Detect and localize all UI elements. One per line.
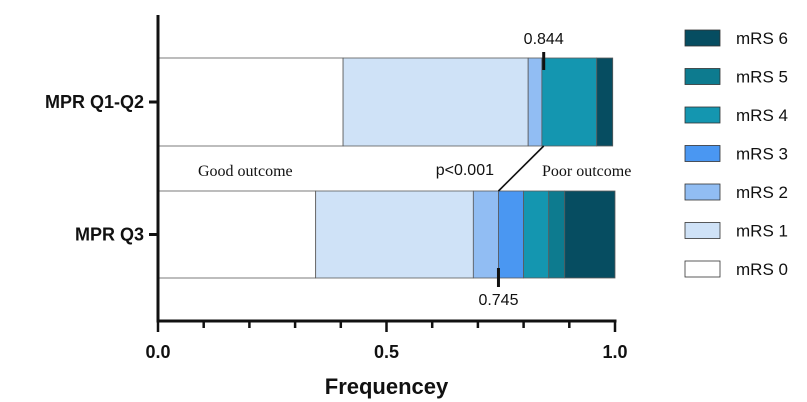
legend-swatch-mrs-5	[684, 68, 721, 85]
bar-segment-mrs-3-2	[498, 190, 524, 279]
legend-swatch-mrs-0	[684, 260, 721, 278]
bottom-marker-value: 0.745	[478, 292, 518, 309]
top-marker-value: 0.844	[524, 31, 564, 48]
legend-label-mrs-4: mRS 4	[736, 106, 788, 125]
legend-swatch-mrs-1	[684, 222, 721, 239]
bar-segment-mrs-6-1	[596, 57, 614, 147]
legend-swatch-mrs-6	[684, 29, 721, 47]
legend-label-mrs-2: mRS 2	[736, 183, 788, 202]
good-outcome-label: Good outcome	[198, 163, 293, 180]
poor-outcome-label: Poor outcome	[542, 163, 631, 180]
bar-segment-mrs-6-2	[564, 190, 616, 279]
bar-segment-mrs-1-1	[342, 57, 529, 147]
bar-segment-mrs-2-1	[527, 57, 543, 147]
x-tick-label: 1.0	[602, 342, 627, 362]
legend-label-mrs-0: mRS 0	[736, 260, 788, 279]
bar-segment-mrs-0-1	[157, 57, 344, 147]
legend: mRS 6 mRS 5 mRS 4 mRS 3 mRS 2 mRS 1 mRS 0	[684, 29, 788, 279]
legend-label-mrs-1: mRS 1	[736, 222, 788, 241]
x-tick-label: 0.0	[145, 342, 170, 362]
legend-swatch-mrs-2	[684, 183, 721, 201]
x-tick-labels: 0.0 0.5 1.0	[145, 342, 627, 362]
category-label-2: MPR Q3	[75, 225, 144, 245]
bar-segment-mrs-0-2	[157, 190, 317, 279]
legend-label-mrs-6: mRS 6	[736, 29, 788, 48]
bar-segment-mrs-5-2	[548, 190, 566, 279]
bar-segment-mrs-4-1	[541, 57, 598, 147]
legend-label-mrs-3: mRS 3	[736, 145, 788, 164]
bar-segment-mrs-1-2	[315, 190, 474, 279]
legend-label-mrs-5: mRS 5	[736, 68, 788, 87]
bar-segments	[157, 57, 616, 279]
bar-segment-mrs-2-2	[472, 190, 499, 279]
annotations: 0.844 0.745 p<0.001 Good outcome Poor outcom…	[198, 31, 631, 309]
p-value-label: p<0.001	[436, 162, 494, 179]
axes	[149, 15, 617, 332]
category-label-1: MPR Q1-Q2	[45, 92, 144, 112]
connector-line	[497, 145, 545, 192]
x-tick-label: 0.5	[374, 342, 399, 362]
bar-segment-mrs-4-2	[523, 190, 550, 279]
x-axis-title: Frequencey	[325, 374, 449, 399]
legend-swatch-mrs-3	[684, 145, 721, 162]
category-labels: MPR Q1-Q2 MPR Q3	[45, 92, 144, 245]
legend-swatch-mrs-4	[684, 106, 721, 124]
